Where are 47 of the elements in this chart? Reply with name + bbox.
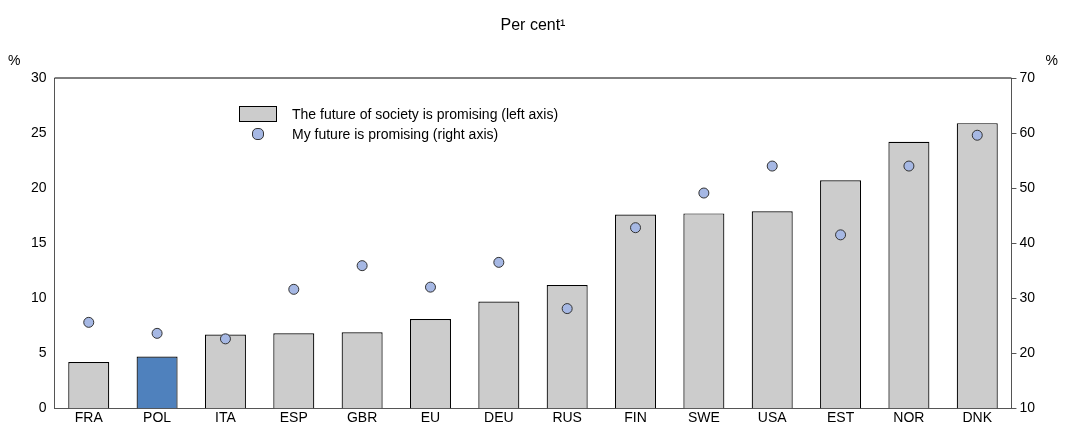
point <box>835 229 847 241</box>
point <box>356 260 368 272</box>
point <box>561 303 573 315</box>
y2-tick-label: 60 <box>1019 123 1036 140</box>
y2-tick-label: 30 <box>1019 288 1036 305</box>
x-tick-label: USA <box>757 409 788 426</box>
y-tick-label: 5 <box>38 344 47 361</box>
x-tick-label: DNK <box>962 409 993 426</box>
x-tick-label: ITA <box>215 409 237 426</box>
y-axis-title: % <box>8 52 21 68</box>
x-tick-label: FRA <box>74 409 104 426</box>
y2-axis-title: % <box>1045 52 1058 68</box>
point <box>151 327 163 339</box>
y-tick-label: 15 <box>30 233 47 250</box>
chart-title: Per cent¹ <box>499 16 567 34</box>
y2-tick-label: 10 <box>1019 399 1036 416</box>
y-tick-label: 25 <box>30 123 47 140</box>
legend-label: The future of society is promising (left axis) <box>292 106 559 122</box>
x-tick-label: POL <box>143 409 172 426</box>
y-tick-label: 0 <box>38 399 47 416</box>
point <box>903 160 915 172</box>
y-tick-label: 30 <box>30 68 47 85</box>
y-tick-label: 10 <box>30 288 47 305</box>
point <box>630 222 642 234</box>
legend-label: My future is promising (right axis) <box>292 126 499 142</box>
x-tick-label: FIN <box>624 409 647 426</box>
y2-tick-label: 70 <box>1019 68 1036 85</box>
x-tick-label: DEU <box>484 409 514 426</box>
x-tick-label: SWE <box>687 409 720 426</box>
x-tick-label: GBR <box>346 409 378 426</box>
y2-tick-label: 40 <box>1019 233 1036 250</box>
point <box>424 281 436 293</box>
point <box>83 316 95 328</box>
x-tick-label: RUS <box>552 409 582 426</box>
point <box>288 283 300 295</box>
x-tick-label: ESP <box>279 409 308 426</box>
y2-tick-label: 20 <box>1019 344 1036 361</box>
y2-tick-label: 50 <box>1019 178 1036 195</box>
point <box>698 187 710 199</box>
point <box>493 256 505 268</box>
point <box>766 160 778 172</box>
point <box>971 129 983 141</box>
x-tick-label: NOR <box>893 409 925 426</box>
point <box>219 333 231 345</box>
x-tick-label: EST <box>826 409 855 426</box>
x-tick-label: EU <box>420 409 441 426</box>
y-tick-label: 20 <box>30 178 47 195</box>
